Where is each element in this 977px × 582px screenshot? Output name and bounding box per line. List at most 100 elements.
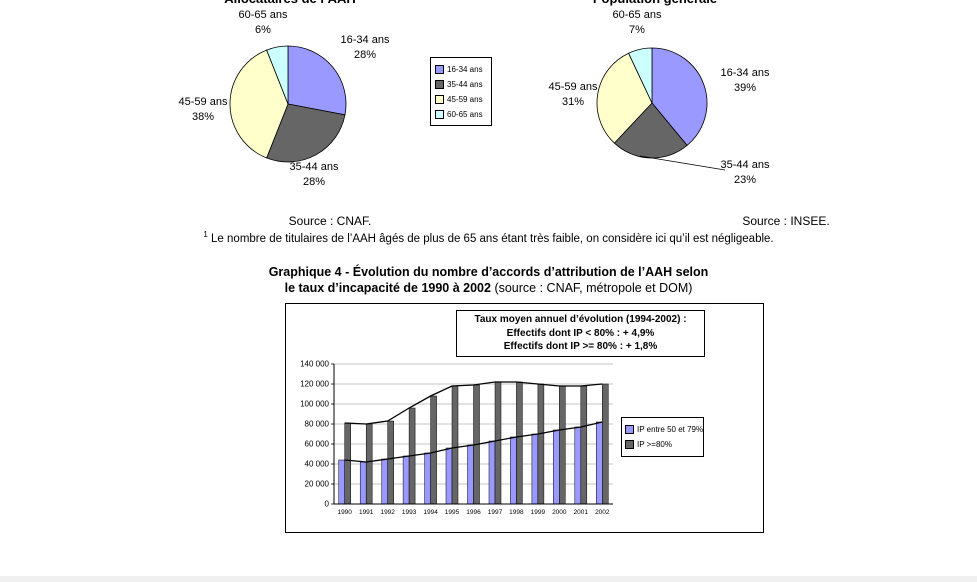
svg-text:1998: 1998 — [509, 509, 524, 516]
graph4-title-line2-source: (source : CNAF, métropole et DOM) — [494, 281, 693, 295]
bar-ip50-79 — [402, 455, 410, 505]
legend-label: 35-44 ans — [447, 80, 483, 89]
annotation-line: Effectifs dont IP >= 80% : + 1,8% — [503, 341, 658, 352]
bar-ip80 — [344, 422, 351, 505]
bar-ip50-79 — [424, 452, 431, 505]
bar-ip80 — [580, 385, 588, 505]
slice-pct: 23% — [733, 174, 757, 186]
bar-ip80 — [451, 385, 459, 505]
bar-ip50-79 — [445, 447, 453, 505]
bar-chart-svg: 0 20 000 40 000 60 000 80 000 100 000 120 000 1… — [300, 360, 613, 516]
legend-label: 60-65 ans — [447, 110, 483, 119]
legend-item: 45-59 ans — [435, 92, 491, 107]
page-bottom-edge — [0, 576, 977, 582]
pie-slice — [266, 103, 346, 163]
graph4-title: Graphique 4 - Évolution du nombre d’acco… — [0, 264, 977, 296]
pie-chart-allocataires — [229, 45, 347, 163]
slice-pct: 6% — [255, 24, 271, 36]
source-insee: Source : INSEE. — [742, 214, 830, 228]
bar-ip50-79 — [338, 459, 345, 505]
svg-text:1990: 1990 — [337, 509, 352, 516]
svg-text:40 000: 40 000 — [305, 460, 330, 469]
svg-text:20 000: 20 000 — [305, 480, 330, 489]
source-cnaf: Source : CNAF. — [288, 214, 372, 228]
legend-item: 35-44 ans — [435, 77, 491, 92]
legend-label: IP >=80% — [637, 440, 672, 449]
legend-label: IP entre 50 et 79% — [637, 425, 704, 434]
bar-chart-legend: IP entre 50 et 79% IP >=80% — [621, 417, 704, 457]
pie-label-35-44: 35-44 ans 28% — [262, 160, 366, 190]
svg-text:1991: 1991 — [359, 509, 374, 516]
svg-text:1992: 1992 — [380, 509, 395, 516]
legend-swatch-ip80 — [625, 440, 634, 449]
bar-ip50-79 — [531, 433, 539, 505]
legend-item: IP >=80% — [625, 437, 700, 452]
pie-label-35-44: 35-44 ans 23% — [693, 158, 797, 188]
annotation-box: Taux moyen annuel d’évolution (1994-2002… — [456, 310, 705, 357]
pie-left-title: Allocataires de l’AAH — [175, 0, 405, 6]
pie-slice — [266, 45, 289, 105]
svg-text:1993: 1993 — [402, 509, 417, 516]
bar-ip80 — [537, 383, 545, 505]
slice-label: 45-59 ans — [548, 81, 598, 93]
axes — [333, 364, 613, 505]
bars-group — [338, 381, 609, 505]
pie-label-45-59: 45-59 ans 31% — [521, 80, 625, 110]
graph4-title-line2: le taux d’incapacité de 1990 à 2002 (sou… — [0, 280, 977, 296]
bar-ip50-79 — [596, 421, 603, 505]
svg-text:1996: 1996 — [466, 509, 481, 516]
svg-text:2001: 2001 — [574, 509, 589, 516]
slice-label: 35-44 ans — [720, 159, 770, 171]
svg-text:1994: 1994 — [423, 509, 438, 516]
pie-legend: 16-34 ans 35-44 ans 45-59 ans 60-65 ans — [430, 57, 492, 126]
pie-slice — [651, 47, 708, 146]
legend-swatch-35-44 — [435, 80, 444, 89]
pie-slice — [596, 52, 653, 144]
footnote: 1 Le nombre de titulaires de l’AAH âgés … — [0, 230, 977, 245]
svg-text:1997: 1997 — [488, 509, 503, 516]
svg-text:1999: 1999 — [531, 509, 546, 516]
graph4-title-line2-bold: le taux d’incapacité de 1990 à 2002 — [284, 281, 495, 295]
slice-pct: 39% — [733, 82, 757, 94]
svg-text:80 000: 80 000 — [305, 420, 330, 429]
bar-ip50-79 — [488, 440, 496, 505]
footnote-text: Le nombre de titulaires de l’AAH âgés de… — [207, 232, 774, 245]
legend-swatch-45-59 — [435, 95, 444, 104]
svg-text:0: 0 — [325, 500, 330, 509]
bar-ip80 — [494, 381, 502, 505]
bar-ip80 — [516, 381, 523, 505]
slice-label: 60-65 ans — [238, 9, 288, 21]
slice-label: 45-59 ans — [178, 96, 228, 108]
pie-right-title: Population générale — [540, 0, 770, 6]
bar-ip80 — [365, 423, 373, 505]
bar-ip80 — [430, 395, 437, 505]
svg-text:2000: 2000 — [552, 509, 567, 516]
pie-label-60-65: 60-65 ans 7% — [585, 8, 689, 38]
pie-label-16-34: 16-34 ans 28% — [313, 33, 417, 63]
bar-ip80 — [602, 383, 609, 505]
slice-pct: 28% — [302, 176, 326, 188]
legend-item: IP entre 50 et 79% — [625, 422, 704, 437]
svg-text:120 000: 120 000 — [300, 380, 329, 389]
leader-line — [639, 155, 726, 171]
slice-pct: 38% — [191, 111, 215, 123]
slice-label: 16-34 ans — [340, 34, 390, 46]
slice-label: 60-65 ans — [612, 9, 662, 21]
legend-swatch-60-65 — [435, 110, 444, 119]
slice-pct: 7% — [629, 24, 645, 36]
slice-label: 16-34 ans — [720, 67, 770, 79]
legend-label: 45-59 ans — [447, 95, 483, 104]
footnote-marker: 1 — [203, 230, 208, 239]
svg-text:2002: 2002 — [595, 509, 610, 516]
bar-ip80 — [387, 420, 394, 505]
bar-ip50-79 — [510, 436, 517, 505]
pie-label-16-34: 16-34 ans 39% — [693, 66, 797, 96]
pie-slice — [628, 47, 653, 104]
svg-text:60 000: 60 000 — [305, 440, 330, 449]
svg-text:100 000: 100 000 — [300, 400, 329, 409]
annotation-line: Taux moyen annuel d’évolution (1994-2002… — [474, 314, 687, 325]
svg-text:140 000: 140 000 — [300, 360, 329, 369]
slice-pct: 28% — [353, 49, 377, 61]
graph4-title-line1: Graphique 4 - Évolution du nombre d’acco… — [268, 265, 709, 279]
pie-slice — [229, 49, 289, 159]
